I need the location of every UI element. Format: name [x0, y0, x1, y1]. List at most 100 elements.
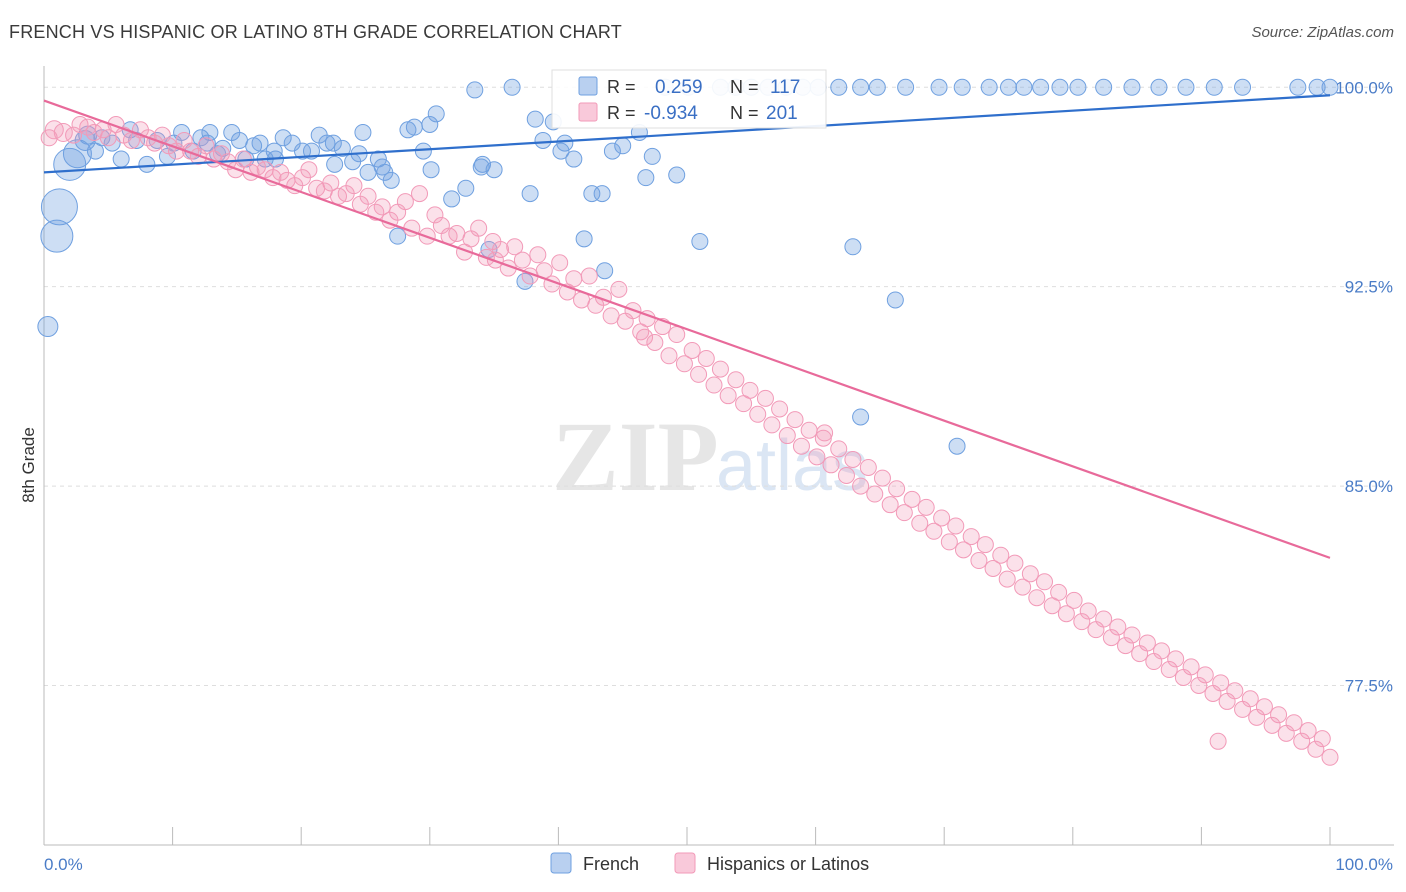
hispanic-point [756, 389, 774, 407]
hispanic-point [65, 126, 83, 144]
hispanic-point [300, 161, 318, 179]
hispanic-point [771, 400, 789, 418]
hispanic-point [976, 536, 994, 554]
hispanic-point [741, 381, 759, 399]
french-point [457, 179, 475, 197]
french-point [427, 105, 445, 123]
hispanic-point [814, 429, 832, 447]
french-point [830, 78, 848, 96]
french-point [485, 161, 503, 179]
french-point [318, 134, 336, 152]
hispanic-point [529, 246, 547, 264]
hispanic-point [1196, 666, 1214, 684]
french-swatch [578, 76, 598, 96]
hispanic-point [411, 185, 429, 203]
french-point [526, 110, 544, 128]
trend-lines [43, 94, 1331, 559]
french-point [324, 134, 342, 152]
french-point [643, 147, 661, 165]
french-point [198, 134, 216, 152]
hispanic-point [1050, 583, 1068, 601]
french-point [274, 129, 292, 147]
french-point [953, 78, 971, 96]
hispanic-point [1095, 610, 1113, 628]
french-point [583, 185, 601, 203]
hispanic-point [551, 254, 569, 272]
hispanic-point [1212, 674, 1230, 692]
hispanic-point [1006, 554, 1024, 572]
legend-hispanic-label: Hispanics or Latinos [707, 854, 869, 874]
french-point [1123, 78, 1141, 96]
y-axis-title: 8th Grade [19, 427, 38, 503]
hispanic-point [844, 450, 862, 468]
french-point [443, 190, 461, 208]
french-r-label: R = [607, 77, 636, 97]
hispanic-point [866, 485, 884, 503]
french-point [575, 230, 593, 248]
legend: French Hispanics or Latinos [550, 852, 869, 874]
hispanic-point [646, 334, 664, 352]
french-point [852, 78, 870, 96]
french-point [565, 150, 583, 168]
hispanic-point [506, 238, 524, 256]
hispanic-point [800, 421, 818, 439]
y-tick-labels: 100.0% 92.5% 85.0% 77.5% [1335, 78, 1393, 695]
french-point [472, 158, 490, 176]
french-point [333, 139, 351, 157]
hispanic-point [1255, 698, 1273, 716]
hispanic-point [1073, 613, 1091, 631]
y-tick-label: 100.0% [1335, 78, 1393, 97]
french-point [668, 166, 686, 184]
french-point [691, 232, 709, 250]
hispanic-point [830, 440, 848, 458]
french-point [405, 118, 423, 136]
hispanic-trend-line [43, 99, 1331, 559]
hispanic-point [580, 267, 598, 285]
hispanic-point [1293, 732, 1311, 750]
hispanic-n-label: N = [730, 103, 759, 123]
french-point [293, 142, 311, 160]
french-point [251, 134, 269, 152]
hispanic-point [1021, 565, 1039, 583]
hispanic-point [917, 498, 935, 516]
french-point [521, 185, 539, 203]
hispanic-point [727, 371, 745, 389]
french-point [614, 137, 632, 155]
y-tick-label: 92.5% [1345, 278, 1393, 297]
hispanic-point [1321, 748, 1339, 766]
french-point [1051, 78, 1069, 96]
hispanic-point [705, 376, 723, 394]
hispanic-swatch [578, 102, 598, 122]
x-tick-label: 100.0% [1335, 855, 1393, 874]
hispanic-point [470, 219, 488, 237]
french-point [138, 155, 156, 173]
hispanic-point [1123, 626, 1141, 644]
french-point [534, 131, 552, 149]
legend-french-label: French [583, 854, 639, 874]
hispanic-point [1226, 682, 1244, 700]
hispanic-point [1313, 730, 1331, 748]
french-point [596, 262, 614, 280]
french-point [593, 185, 611, 203]
french-point [1000, 78, 1017, 96]
hispanic-point [697, 349, 715, 367]
french-point [389, 227, 407, 245]
hispanic-n-value: 201 [766, 103, 798, 124]
hispanic-point [852, 477, 870, 495]
french-point [326, 155, 344, 173]
stats-box: R = 0.259 N = 117 R = -0.934 N = 201 [551, 69, 827, 129]
hispanic-point [911, 514, 929, 532]
french-point [359, 163, 377, 181]
french-point [354, 123, 372, 141]
hispanic-point [763, 416, 781, 434]
hispanic-point [719, 387, 737, 405]
french-point [897, 78, 915, 96]
hispanic-point [359, 187, 377, 205]
hispanic-point [675, 355, 693, 373]
hispanic-point [873, 469, 891, 487]
hispanic-point [925, 522, 943, 540]
french-point [1095, 78, 1113, 96]
hispanic-point [888, 480, 906, 498]
hispanic-point [636, 328, 654, 346]
hispanic-point [610, 280, 628, 298]
